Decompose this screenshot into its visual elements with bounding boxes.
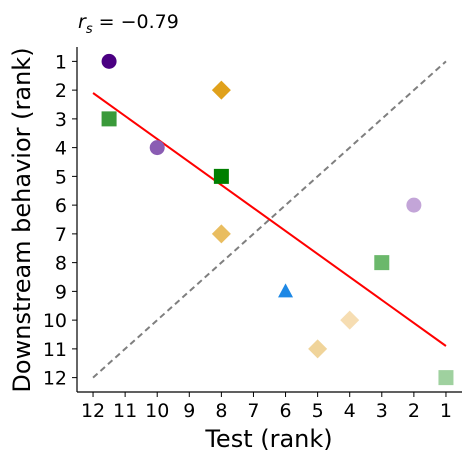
y-axis-label: Downstream behavior (rank) [8, 47, 36, 392]
data-point-circle [101, 53, 117, 69]
x-tick-label: 5 [312, 400, 324, 422]
x-tick-label: 12 [81, 400, 105, 422]
title-sub: s [86, 22, 93, 37]
x-tick-label: 9 [183, 400, 195, 422]
x-tick-label: 11 [113, 400, 137, 422]
y-tick-label: 1 [55, 51, 67, 73]
y-tick-label: 2 [55, 80, 67, 102]
data-point-triangle [278, 283, 294, 298]
x-tick-label: 1 [440, 400, 452, 422]
data-point-diamond [211, 224, 231, 244]
data-point-circle [149, 140, 165, 156]
x-tick-label: 8 [215, 400, 227, 422]
data-point-diamond [308, 339, 328, 359]
x-tick-label: 10 [145, 400, 169, 422]
y-tick-label: 5 [55, 166, 67, 188]
title-rest: = −0.79 [93, 11, 179, 33]
x-tick-label: 2 [408, 400, 420, 422]
y-tick-label: 12 [43, 368, 67, 390]
identity-line [92, 60, 447, 379]
y-tick-label: 4 [55, 138, 67, 160]
chart-title: rs = −0.79 [78, 11, 179, 37]
data-point-diamond [340, 310, 360, 330]
y-tick-label: 11 [43, 339, 67, 361]
fit-line [92, 92, 447, 347]
x-tick-label: 3 [376, 400, 388, 422]
svg-text:rs = −0.79: rs = −0.79 [78, 11, 179, 37]
data-point-diamond [211, 80, 231, 100]
y-tick-label: 6 [55, 195, 67, 217]
data-point-square [101, 111, 117, 127]
x-tick-label: 7 [247, 400, 259, 422]
y-tick-label: 8 [55, 253, 67, 275]
y-tick-label: 9 [55, 281, 67, 303]
x-tick-label: 6 [279, 400, 291, 422]
y-tick-label: 7 [55, 224, 67, 246]
data-point-square [213, 168, 229, 184]
y-tick-label: 10 [43, 310, 67, 332]
x-axis-label: Test (rank) [204, 425, 332, 453]
data-point-square [438, 370, 454, 386]
title-main: r [78, 11, 87, 33]
data-point-circle [406, 197, 422, 213]
x-tick-label: 4 [344, 400, 356, 422]
data-point-square [374, 255, 390, 271]
y-tick-label: 3 [55, 109, 67, 131]
